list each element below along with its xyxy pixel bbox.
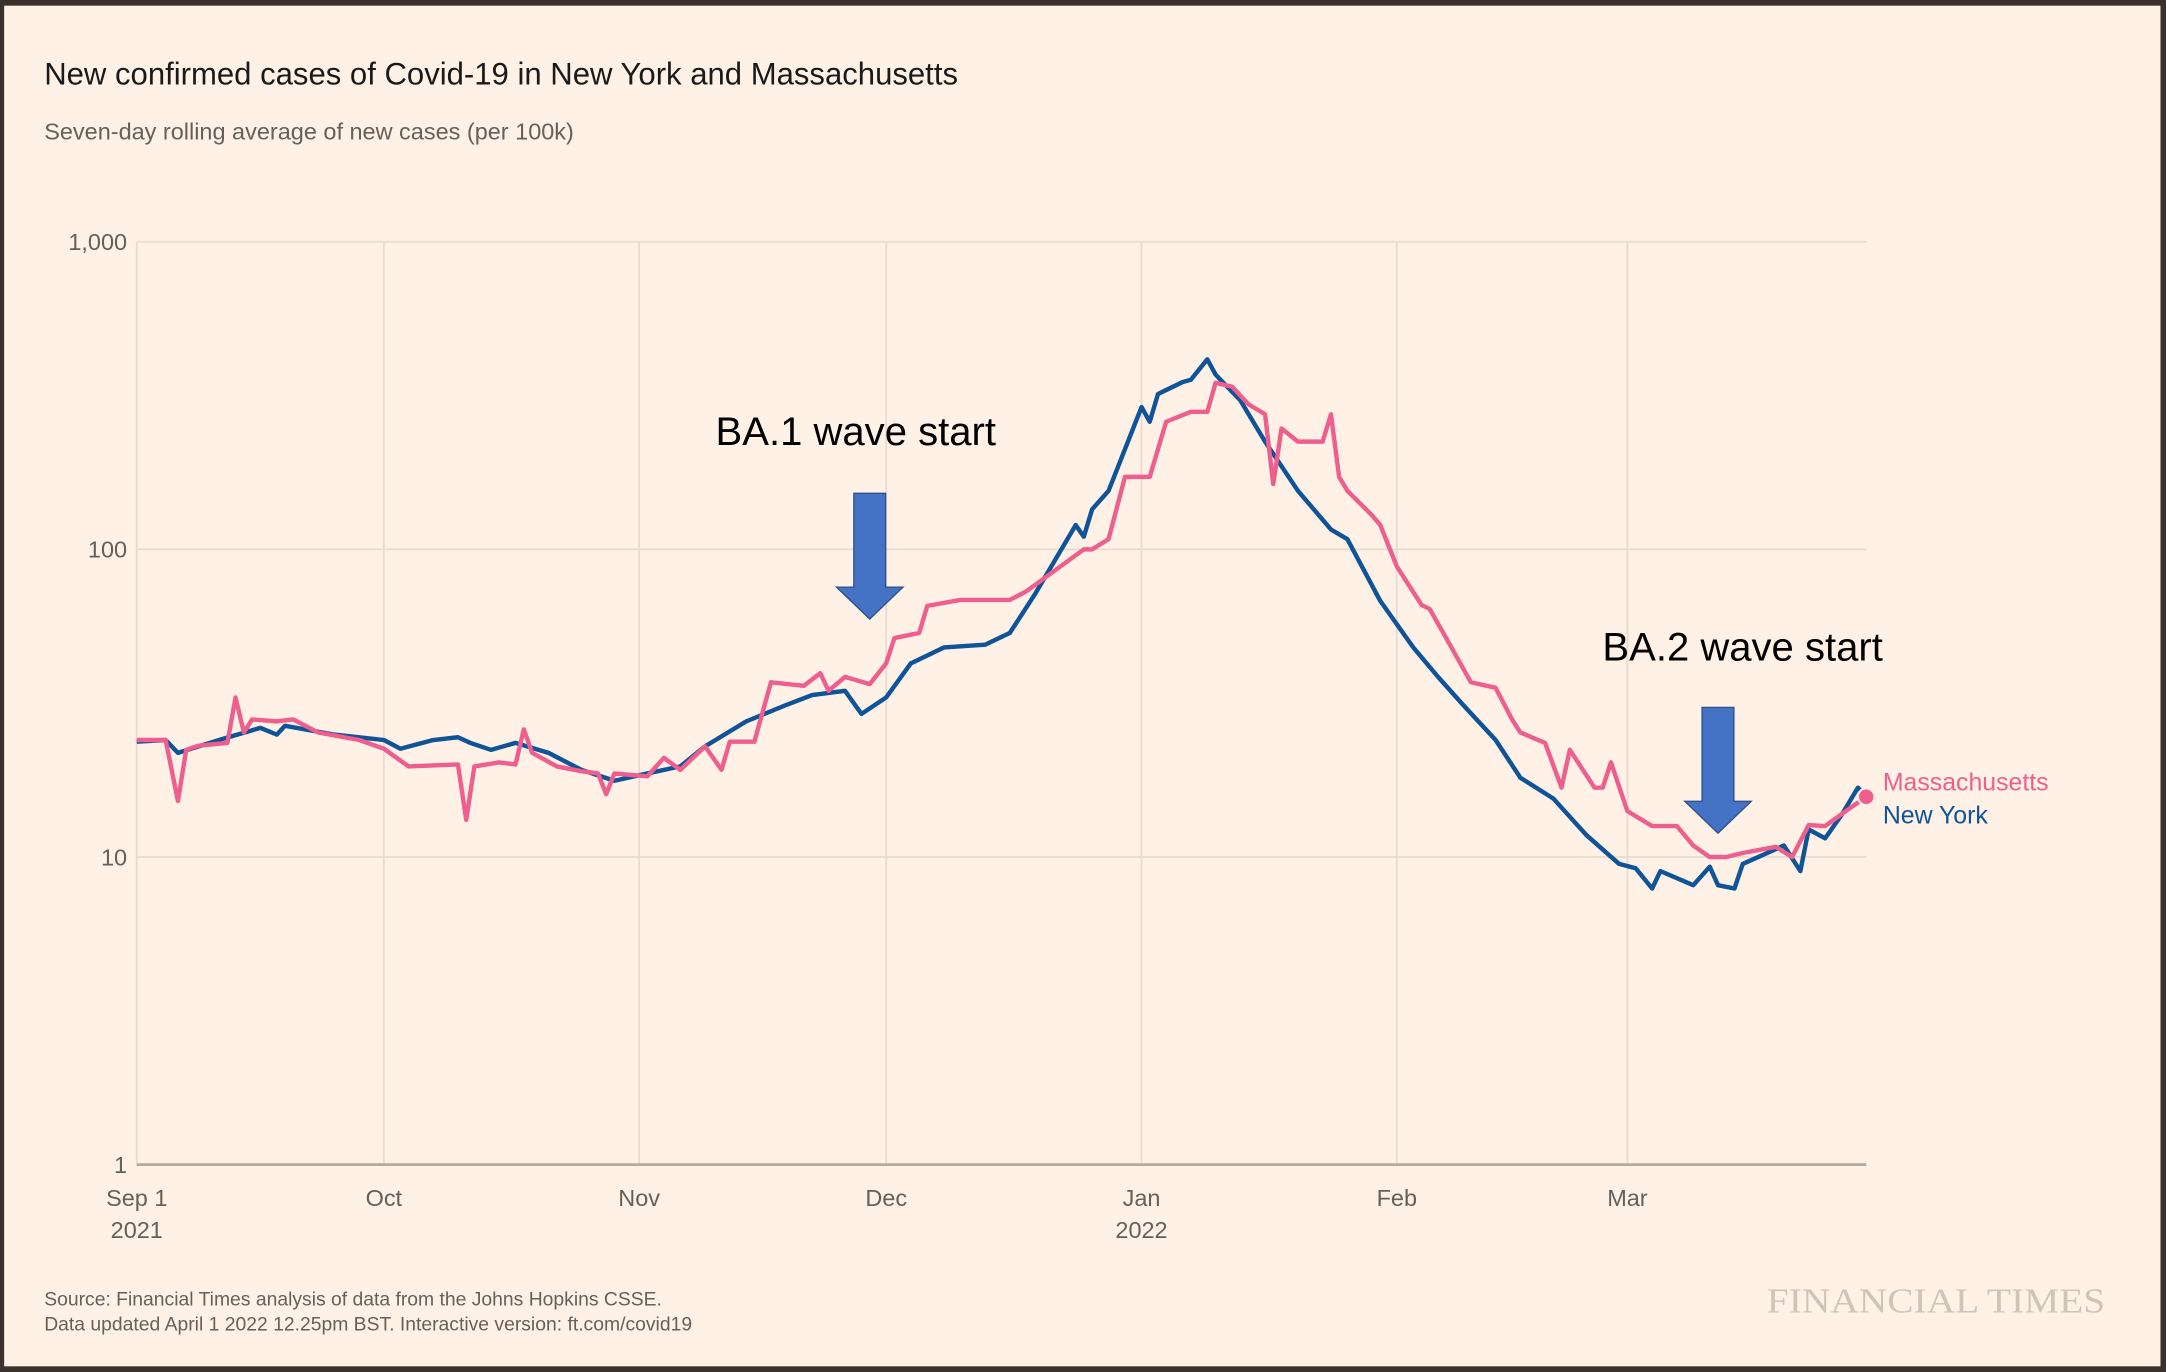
- x-tick-label: Jan: [1123, 1185, 1161, 1211]
- legend-label-new-york: New York: [1883, 801, 1989, 829]
- series-end-dot: [1856, 787, 1876, 807]
- annotation-ba2: BA.2 wave start: [1602, 625, 1882, 669]
- updated-note: Data updated April 1 2022 12.25pm BST. I…: [44, 1314, 692, 1335]
- x-tick-sublabel: 2021: [111, 1217, 163, 1243]
- source-note: Source: Financial Times analysis of data…: [44, 1290, 662, 1311]
- annotation-arrows: [834, 492, 1753, 835]
- y-tick-label: 1: [114, 1152, 127, 1178]
- legend: Massachusetts New York: [1856, 768, 2049, 829]
- series-line-massachusetts: [136, 380, 1868, 860]
- chart-background: [4, 5, 2161, 1367]
- y-tick-label: 10: [101, 844, 127, 870]
- down-arrow-icon: [834, 492, 905, 620]
- x-tick-label: Sep 1: [106, 1185, 167, 1211]
- y-tick-label: 100: [88, 537, 127, 563]
- series-line-new-york: [136, 357, 1868, 891]
- axis-ticks: 1,000 100 10 1 Sep 1 2021 Oct Nov Dec Jan 2022 Feb M…: [68, 229, 1647, 1243]
- chart-title: New confirmed cases of Covid-19 in New Y…: [44, 56, 958, 91]
- x-tick-label: Dec: [865, 1185, 907, 1211]
- series-lines: [136, 357, 1868, 891]
- x-tick-label: Oct: [366, 1185, 403, 1211]
- x-tick-label: Mar: [1607, 1185, 1648, 1211]
- chart-subtitle: Seven-day rolling average of new cases (…: [44, 119, 574, 145]
- grid: [135, 240, 1867, 1167]
- down-arrow-icon: [1683, 706, 1753, 835]
- x-tick-sublabel: 2022: [1115, 1217, 1167, 1243]
- annotation-ba1: BA.1 wave start: [716, 410, 996, 454]
- x-tick-label: Nov: [618, 1185, 660, 1211]
- x-tick-label: Feb: [1377, 1185, 1417, 1211]
- legend-label-massachusetts: Massachusetts: [1883, 768, 2049, 796]
- y-tick-label: 1,000: [68, 229, 127, 255]
- ft-logo: FINANCIAL TIMES: [1767, 1282, 2105, 1320]
